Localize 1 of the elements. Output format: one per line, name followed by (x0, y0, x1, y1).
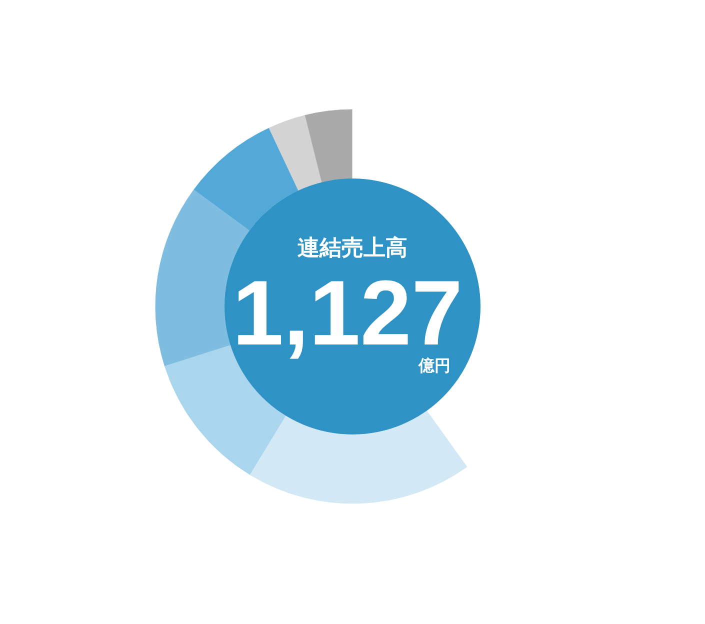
text: 連結売上高 (298, 235, 408, 260)
